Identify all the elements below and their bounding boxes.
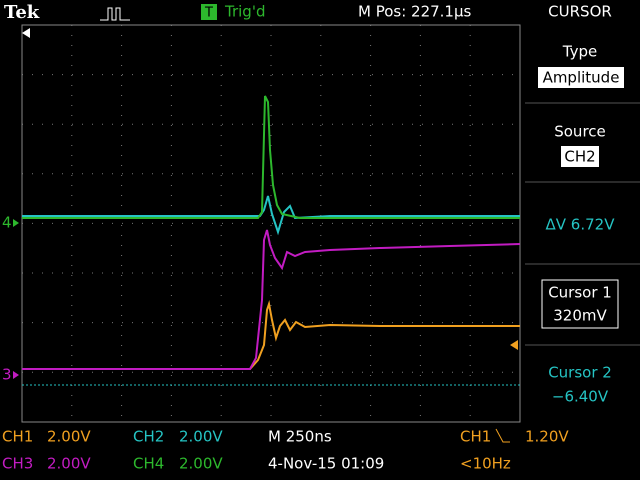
trigger-level: 1.20V xyxy=(525,428,569,446)
menu-cursor1-value[interactable]: 320mV xyxy=(553,307,607,325)
ch2-scale: 2.00V xyxy=(179,428,223,446)
menu-cursor2-label[interactable]: Cursor 2 xyxy=(548,364,612,382)
graticule xyxy=(22,25,520,422)
menu-type-label[interactable]: Type xyxy=(562,43,597,61)
menu-delta: ΔV 6.72V xyxy=(546,216,616,234)
ch3-trace xyxy=(22,229,521,370)
trigger-icon: T xyxy=(204,6,213,21)
ch3-marker: 3 xyxy=(2,366,12,384)
position: M Pos: 227.1µs xyxy=(358,3,472,21)
datetime: 4-Nov-15 01:09 xyxy=(268,455,384,473)
trigger-slope-icon xyxy=(495,428,510,443)
graticule-border xyxy=(21,24,521,423)
trigger-mode-icon xyxy=(100,7,130,21)
menu-cursor1-label[interactable]: Cursor 1 xyxy=(548,284,612,302)
frequency: <10Hz xyxy=(460,455,511,473)
ch2-label: CH2 xyxy=(133,428,164,446)
ch1-label: CH1 xyxy=(2,428,33,446)
timebase: M 250ns xyxy=(268,428,332,446)
menu-type-box xyxy=(538,67,624,88)
trigger-position-marker xyxy=(22,28,30,38)
menu-source-label[interactable]: Source xyxy=(554,123,606,141)
ch4-arrow xyxy=(13,219,19,227)
menu-cursor2-value[interactable]: −6.40V xyxy=(552,388,609,406)
trigger-icon-box xyxy=(201,4,217,20)
ch4-trace xyxy=(22,95,520,219)
menu-separators xyxy=(525,102,640,346)
menu-cursor1-box xyxy=(541,279,619,329)
menu-type-value[interactable]: Amplitude xyxy=(543,69,620,87)
trigger-status: Trig'd xyxy=(224,3,265,21)
ch4-label: CH4 xyxy=(133,455,164,473)
trigger-source: CH1 xyxy=(460,428,491,446)
ch1-scale: 2.00V xyxy=(47,428,91,446)
ch4-scale: 2.00V xyxy=(179,455,223,473)
ch3-arrow xyxy=(13,371,19,379)
menu-source-value[interactable]: CH2 xyxy=(564,148,595,166)
logo: Tek xyxy=(4,2,40,23)
ch3-label: CH3 xyxy=(2,455,33,473)
ch4-marker: 4 xyxy=(2,214,12,232)
menu-title: CURSOR xyxy=(548,3,612,21)
trigger-level-marker xyxy=(510,340,518,350)
ch3-scale: 2.00V xyxy=(47,455,91,473)
menu-source-box xyxy=(561,146,599,167)
ch1-trace xyxy=(22,300,520,370)
